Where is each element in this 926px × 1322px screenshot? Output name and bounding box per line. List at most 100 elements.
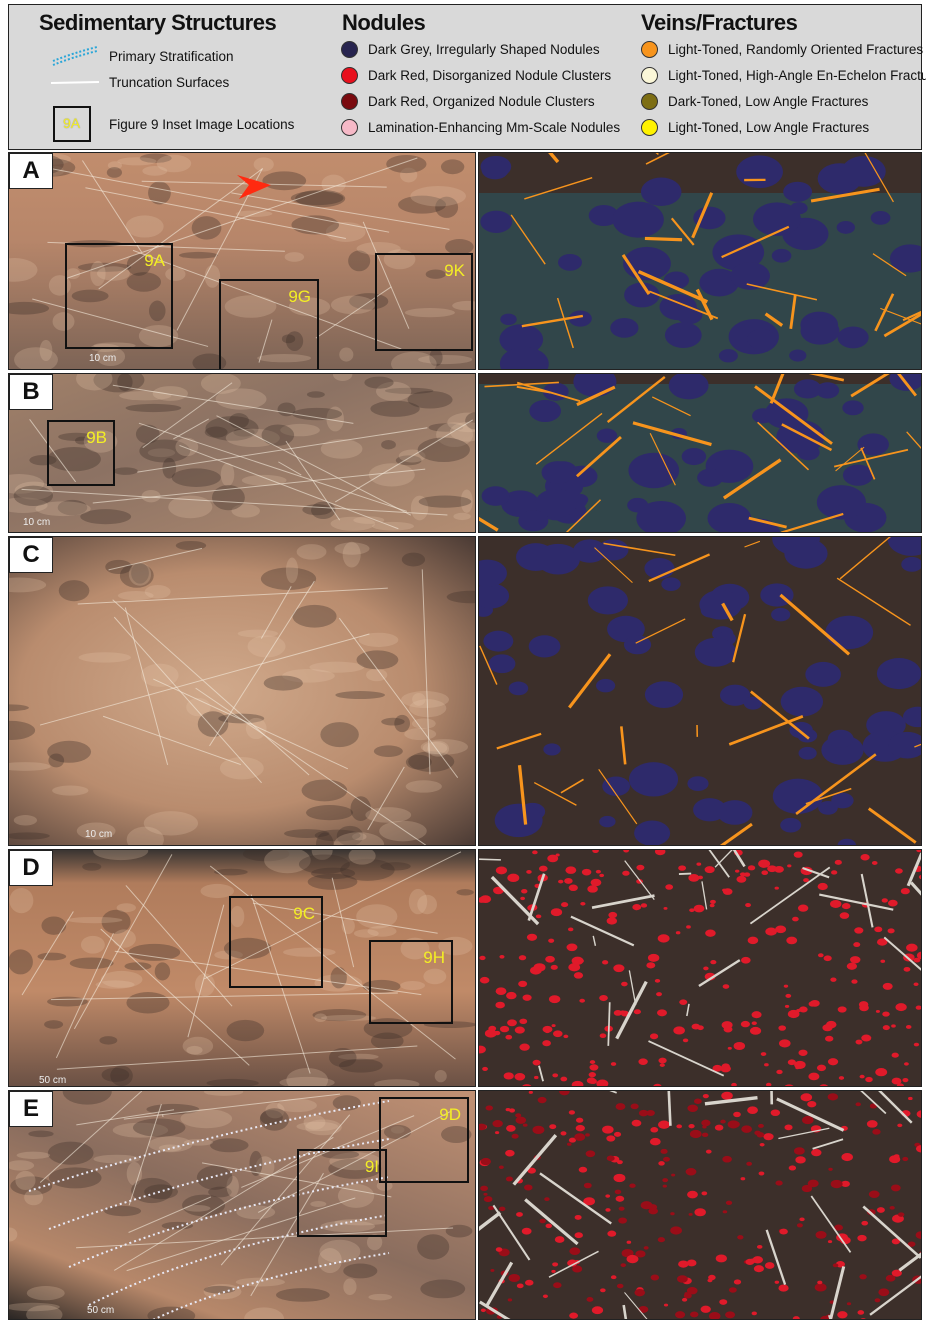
nodule-mark <box>657 1009 667 1017</box>
nodule-mark <box>721 1063 730 1070</box>
nodule-mark <box>733 1111 741 1118</box>
nodule-mark <box>841 1153 853 1162</box>
nodule-mark <box>831 792 854 809</box>
fracture-mark <box>655 153 659 156</box>
nodule-mark <box>590 878 602 887</box>
rock-texture-blob <box>196 1165 233 1190</box>
nodule-mark <box>811 1149 822 1157</box>
rock-texture-blob <box>9 1227 18 1242</box>
nodule-mark <box>579 998 586 1003</box>
fracture-mark <box>516 385 551 394</box>
rock-texture-blob <box>113 467 138 475</box>
nodule-mark <box>686 925 691 929</box>
photo-panel-e: E 9D 9I 50 cm <box>8 1090 476 1320</box>
rock-texture-blob <box>335 691 385 700</box>
nodule-mark <box>646 1110 655 1116</box>
rock-texture-blob <box>405 780 442 793</box>
nodule-mark <box>519 1043 530 1051</box>
nodule-mark <box>693 904 705 913</box>
rock-texture-blob <box>9 577 47 593</box>
nodule-mark <box>916 850 921 853</box>
rock-texture-blob <box>260 567 317 591</box>
vein-line <box>260 586 292 639</box>
rock-texture-blob <box>16 1151 51 1159</box>
nodule-mark <box>663 1303 669 1307</box>
fracture-mark <box>770 1091 774 1105</box>
rock-texture-blob <box>330 295 375 315</box>
truncation-surface-symbol <box>50 80 100 84</box>
rock-texture-blob <box>321 1150 360 1159</box>
nodule-mark <box>485 1105 493 1111</box>
fracture-mark <box>914 743 921 748</box>
nodule-mark <box>722 1210 728 1214</box>
rock-texture-blob <box>255 1156 275 1178</box>
nodule-mark <box>613 964 625 973</box>
fracture-mark <box>637 270 708 304</box>
rock-texture-blob <box>152 386 189 401</box>
nodule-mark <box>488 654 516 674</box>
nodule-mark <box>764 398 809 429</box>
nodule-mark <box>876 938 888 946</box>
map-panel-b <box>478 373 922 533</box>
fracture-mark <box>872 253 907 277</box>
fracture-mark <box>521 314 584 328</box>
rock-texture-blob <box>356 242 401 256</box>
rock-texture-blob <box>242 850 290 862</box>
rock-texture-blob <box>358 632 399 647</box>
nodule-mark <box>699 589 742 620</box>
rock-texture-blob <box>162 457 177 479</box>
rock-texture-blob <box>337 1053 379 1060</box>
vein-line <box>92 468 426 504</box>
nodule-mark <box>481 486 510 506</box>
rock-texture-blob <box>418 354 473 365</box>
nodule-mark <box>599 994 608 1002</box>
rock-texture-blob <box>436 422 474 448</box>
rock-texture-blob <box>203 1091 244 1096</box>
nodule-mark <box>509 1108 516 1113</box>
nodule-mark <box>663 1156 670 1162</box>
fracture-mark <box>648 290 719 320</box>
rock-texture-blob <box>292 604 337 628</box>
rock-texture-blob <box>381 717 405 726</box>
fracture-mark <box>496 732 542 750</box>
rock-texture-blob <box>9 1302 60 1312</box>
nodule-mark <box>599 1033 607 1039</box>
rock-texture-blob <box>310 1201 327 1208</box>
nodule-mark <box>796 1008 802 1013</box>
nodule-mark <box>494 803 543 838</box>
nodule-mark <box>518 980 528 988</box>
nodule-mark <box>723 1026 733 1033</box>
nodule-mark <box>902 706 921 728</box>
nodule-mark <box>850 956 861 964</box>
rock-texture-blob <box>282 669 335 683</box>
nodule-mark <box>841 155 886 187</box>
fracture-mark <box>607 1002 611 1046</box>
nodule-mark <box>758 1123 764 1128</box>
vein-line <box>128 1196 212 1233</box>
rock-texture-blob <box>236 1205 276 1220</box>
fracture-mark <box>750 690 810 740</box>
nodule-mark <box>568 1137 577 1143</box>
rock-texture-blob <box>342 541 361 568</box>
scale-bar-label: 10 cm <box>89 353 117 364</box>
fracture-mark <box>548 153 560 164</box>
rock-texture-blob <box>165 267 186 281</box>
photo-panel-b: B 9B 10 cm <box>8 373 476 533</box>
rock-texture-blob <box>96 266 130 281</box>
rock-texture-blob <box>398 195 447 214</box>
nodule-mark <box>895 868 903 874</box>
rock-texture-blob <box>93 1154 141 1164</box>
legend-item-truncation: Truncation Surfaces <box>49 75 229 90</box>
fracture-mark <box>570 915 635 947</box>
vein-line <box>278 461 302 476</box>
nodule-mark <box>888 731 921 759</box>
rock-texture-blob <box>384 387 434 394</box>
nodule-mark <box>518 955 527 961</box>
nodule-mark <box>592 850 599 853</box>
fracture-mark <box>624 1292 648 1319</box>
fracture-mark <box>524 176 593 200</box>
rock-texture-blob <box>183 1205 211 1212</box>
fracture-mark <box>576 385 616 407</box>
rock-texture-blob <box>338 1058 383 1073</box>
nodule-mark <box>675 1311 686 1319</box>
